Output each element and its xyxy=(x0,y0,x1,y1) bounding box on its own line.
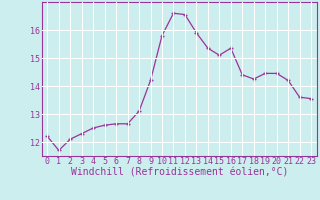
X-axis label: Windchill (Refroidissement éolien,°C): Windchill (Refroidissement éolien,°C) xyxy=(70,168,288,178)
